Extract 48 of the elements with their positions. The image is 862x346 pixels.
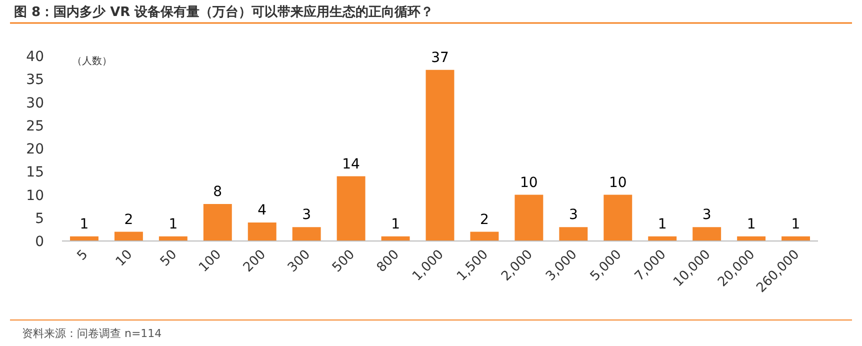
data-label: 37 bbox=[431, 50, 449, 66]
x-tick-label: 5 bbox=[74, 247, 92, 264]
bar bbox=[114, 232, 143, 241]
y-tick-label: 35 bbox=[26, 72, 44, 88]
bar bbox=[604, 194, 632, 241]
bar bbox=[292, 227, 321, 241]
bar bbox=[559, 227, 588, 241]
y-tick-label: 15 bbox=[26, 164, 44, 181]
y-tick-label: 0 bbox=[35, 234, 44, 250]
y-tick-label: 25 bbox=[26, 118, 44, 134]
x-tick-label: 500 bbox=[330, 247, 358, 276]
bar bbox=[514, 194, 544, 241]
chart-title: 图 8：国内多少 VR 设备保有量（万台）可以带来应用生态的正向循环？ bbox=[14, 4, 434, 20]
data-label: 10 bbox=[520, 174, 538, 191]
x-tick-label: 10 bbox=[113, 247, 136, 270]
data-label: 10 bbox=[608, 174, 627, 191]
data-label: 1 bbox=[658, 216, 667, 232]
bar bbox=[248, 222, 276, 241]
bar bbox=[203, 204, 232, 241]
y-tick-label: 20 bbox=[26, 142, 44, 158]
data-label: 3 bbox=[568, 207, 578, 224]
x-tick-label: 50 bbox=[158, 247, 180, 270]
data-label: 3 bbox=[302, 207, 312, 224]
bar bbox=[426, 70, 454, 241]
x-tick-label: 300 bbox=[285, 247, 314, 276]
x-tick-label: 100 bbox=[196, 247, 224, 276]
data-label: 1 bbox=[80, 216, 89, 232]
data-label: 2 bbox=[124, 212, 134, 228]
text: 资料来源：问卷调查 n=114 bbox=[22, 327, 162, 340]
bar bbox=[470, 232, 499, 241]
y-axis-title: （人数） bbox=[72, 56, 112, 67]
y-tick-label: 5 bbox=[35, 210, 44, 227]
y-tick-label: 40 bbox=[26, 49, 44, 65]
data-label: 1 bbox=[391, 216, 400, 232]
y-tick-label: 10 bbox=[26, 188, 44, 204]
data-label: 1 bbox=[791, 216, 800, 232]
data-label: 8 bbox=[213, 184, 222, 200]
y-tick-label: 30 bbox=[26, 95, 44, 112]
data-label: 14 bbox=[342, 156, 360, 172]
data-label: 2 bbox=[480, 212, 489, 228]
data-label: 4 bbox=[258, 202, 267, 218]
x-tick-label: 800 bbox=[374, 247, 402, 276]
bar bbox=[692, 227, 722, 241]
x-tick-label: 200 bbox=[240, 247, 269, 276]
data-label: 1 bbox=[168, 216, 178, 232]
data-label: 1 bbox=[746, 216, 756, 232]
bar bbox=[336, 176, 366, 241]
data-label: 3 bbox=[702, 207, 712, 224]
